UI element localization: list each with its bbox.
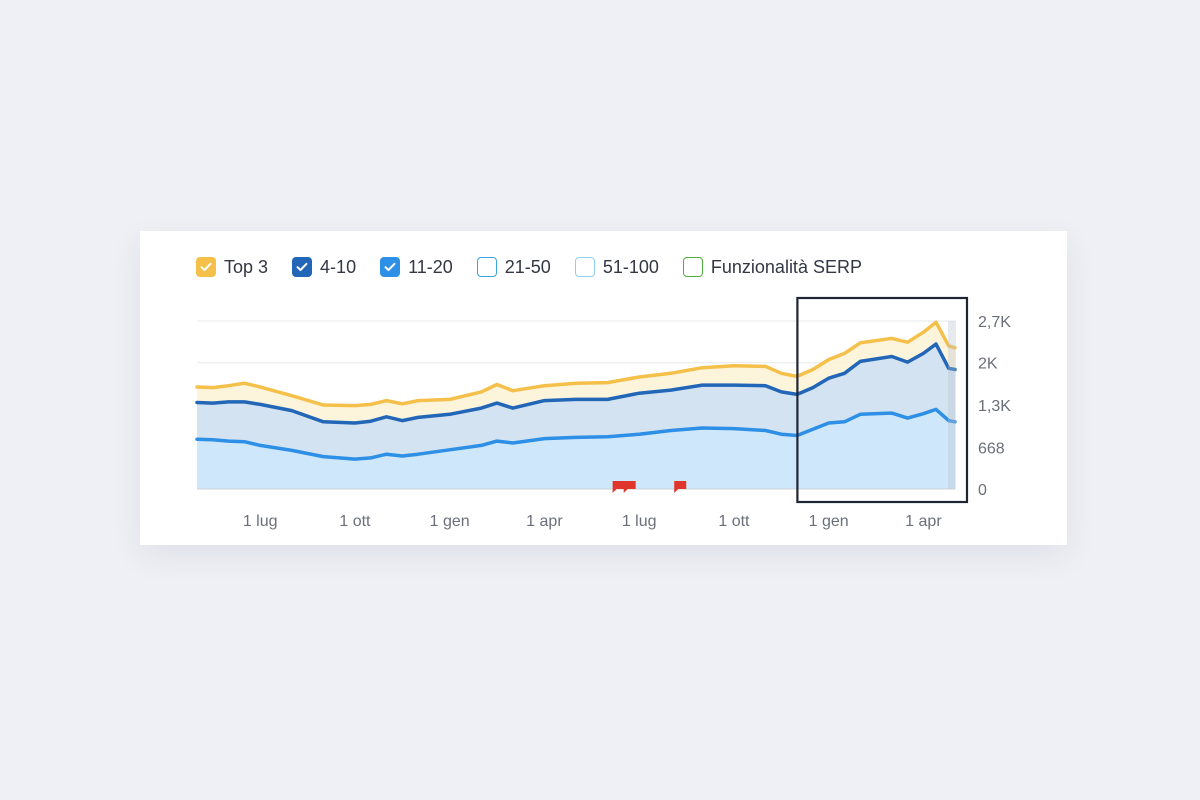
event-flag-icon — [612, 481, 625, 493]
area-11-20 — [197, 409, 955, 489]
x-tick-label: 1 gen — [430, 513, 470, 530]
checkbox-51-100[interactable] — [574, 257, 595, 277]
highlight-box — [796, 296, 969, 504]
chart-card: Top 3 4-10 11-20 21-50 51-100 Funzionali… — [140, 231, 1067, 545]
y-tick-label: 1,3K — [978, 398, 1011, 415]
series-line-top-3 — [195, 320, 957, 408]
checkbox-11-20[interactable] — [380, 257, 401, 277]
checkbox-4-10[interactable] — [292, 257, 313, 277]
legend-item-serp-features[interactable]: Funzionalità SERP — [682, 256, 862, 278]
x-tick-label: 1 gen — [809, 513, 849, 530]
legend-item-top-3[interactable]: Top 3 — [196, 257, 268, 278]
legend-item-51-100[interactable]: 51-100 — [574, 256, 659, 278]
check-icon — [384, 262, 396, 271]
legend-item-4-10[interactable]: 4-10 — [292, 257, 356, 278]
latest-data-band — [948, 321, 956, 489]
legend-label: 21-50 — [504, 256, 551, 277]
x-tick-label: 1 lug — [243, 513, 278, 530]
check-icon — [200, 262, 212, 271]
x-tick-label: 1 ott — [339, 513, 371, 530]
y-tick-label: 668 — [978, 440, 1005, 457]
y-tick-label: 2K — [978, 356, 998, 373]
series-line-4-10 — [195, 342, 957, 425]
x-tick-label: 1 apr — [905, 513, 942, 530]
x-tick-label: 1 lug — [622, 513, 657, 530]
legend: Top 3 4-10 11-20 21-50 51-100 Funzionali… — [196, 255, 886, 279]
y-tick-label: 2,7K — [978, 314, 1011, 331]
event-flag-icon — [674, 481, 687, 493]
legend-item-21-50[interactable]: 21-50 — [476, 256, 551, 278]
event-flag-icon — [623, 481, 636, 493]
checkbox-serp-features[interactable] — [682, 257, 703, 277]
legend-label: 51-100 — [602, 256, 659, 277]
legend-label: 11-20 — [408, 256, 453, 277]
chart-svg: 0 668 1,3K 2K 2,7K 1 lug 1 ott 1 gen 1 apr 1 lug 1… — [195, 296, 1011, 530]
legend-item-11-20[interactable]: 11-20 — [380, 257, 453, 278]
legend-label: Funzionalità SERP — [710, 256, 862, 277]
check-icon — [296, 262, 308, 271]
legend-label: 4-10 — [320, 256, 357, 277]
checkbox-21-50[interactable] — [476, 257, 497, 277]
x-tick-label: 1 ott — [718, 513, 750, 530]
series-line-11-20 — [195, 407, 957, 461]
y-tick-label: 0 — [978, 482, 987, 499]
x-tick-label: 1 apr — [526, 513, 563, 530]
checkbox-top-3[interactable] — [196, 257, 216, 277]
legend-label: Top 3 — [224, 256, 269, 277]
